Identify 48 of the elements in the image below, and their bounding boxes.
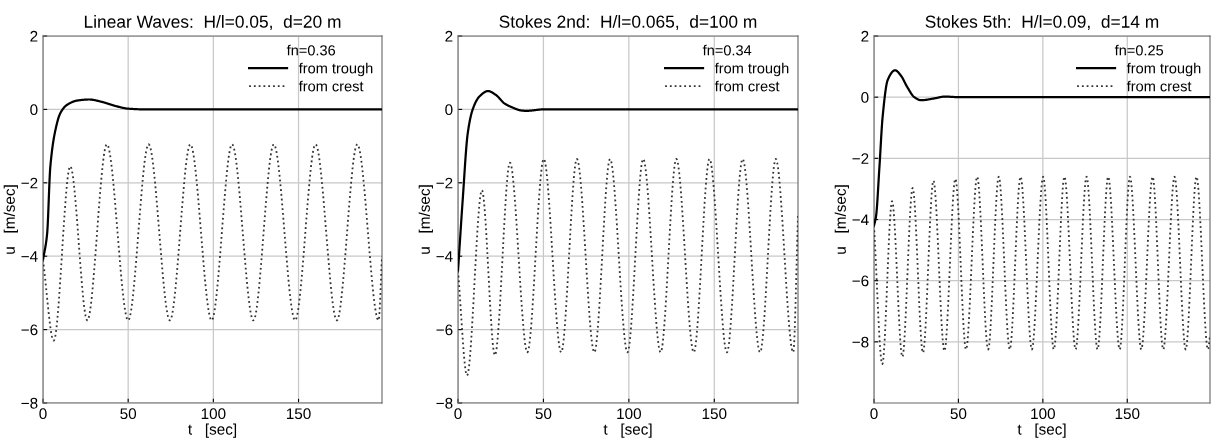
y-tick-label: −4 xyxy=(21,251,38,262)
x-tick-label: 100 xyxy=(1031,408,1055,420)
legend-label: from trough xyxy=(714,62,789,77)
x-tick-label: 150 xyxy=(702,408,727,420)
x-axis-title: t [sec] xyxy=(603,423,652,438)
legend-label: from trough xyxy=(298,62,373,77)
y-tick-label: 0 xyxy=(445,104,453,116)
y-tick-label: −6 xyxy=(852,275,869,287)
legend-label: from crest xyxy=(298,80,364,92)
y-tick-label: −6 xyxy=(21,324,38,336)
y-tick-label: 2 xyxy=(861,30,869,42)
y-tick-label: −2 xyxy=(21,177,38,189)
y-tick-label: −8 xyxy=(852,336,869,348)
y-tick-label: −2 xyxy=(852,153,869,164)
y-tick-label: 2 xyxy=(445,30,453,42)
chart-title: Stokes 5th: H/l=0.09, d=14 m xyxy=(925,15,1159,30)
y-tick-label: −4 xyxy=(852,214,869,226)
legend-title: fn=0.25 xyxy=(1114,44,1164,56)
x-tick-label: 50 xyxy=(120,408,137,420)
y-tick-label: −2 xyxy=(436,177,453,189)
y-axis-title: u [m/sec] xyxy=(834,185,849,254)
chart-title: Stokes 2nd: H/l=0.065, d=100 m xyxy=(499,15,757,30)
legend-title: fn=0.36 xyxy=(286,44,336,56)
x-tick-label: 0 xyxy=(39,408,47,420)
x-tick-label: 150 xyxy=(286,408,311,420)
y-tick-label: 2 xyxy=(30,30,38,42)
x-axis-title: t [sec] xyxy=(1017,423,1066,438)
x-tick-label: 50 xyxy=(950,408,967,420)
legend-label: from crest xyxy=(1126,80,1192,92)
x-tick-label: 0 xyxy=(870,408,878,420)
x-tick-label: 100 xyxy=(201,408,226,420)
x-axis-title: t [sec] xyxy=(188,423,237,438)
y-tick-label: −8 xyxy=(436,397,453,409)
y-axis-title: u [m/sec] xyxy=(3,185,18,254)
y-tick-label: −8 xyxy=(21,397,38,409)
legend-title: fn=0.34 xyxy=(702,44,752,56)
chart-title: Linear Waves: H/l=0.05, d=20 m xyxy=(84,15,341,30)
y-tick-label: 0 xyxy=(861,92,869,103)
y-axis-title: u [m/sec] xyxy=(418,185,433,254)
x-tick-label: 50 xyxy=(535,408,552,420)
y-tick-label: 0 xyxy=(30,104,38,116)
x-tick-label: 100 xyxy=(617,408,641,420)
legend-label: from trough xyxy=(1126,62,1201,77)
x-tick-label: 150 xyxy=(1115,408,1140,420)
y-tick-label: −6 xyxy=(436,324,453,336)
x-tick-label: 0 xyxy=(454,408,462,420)
y-tick-label: −4 xyxy=(436,251,453,262)
legend-label: from crest xyxy=(714,80,780,92)
